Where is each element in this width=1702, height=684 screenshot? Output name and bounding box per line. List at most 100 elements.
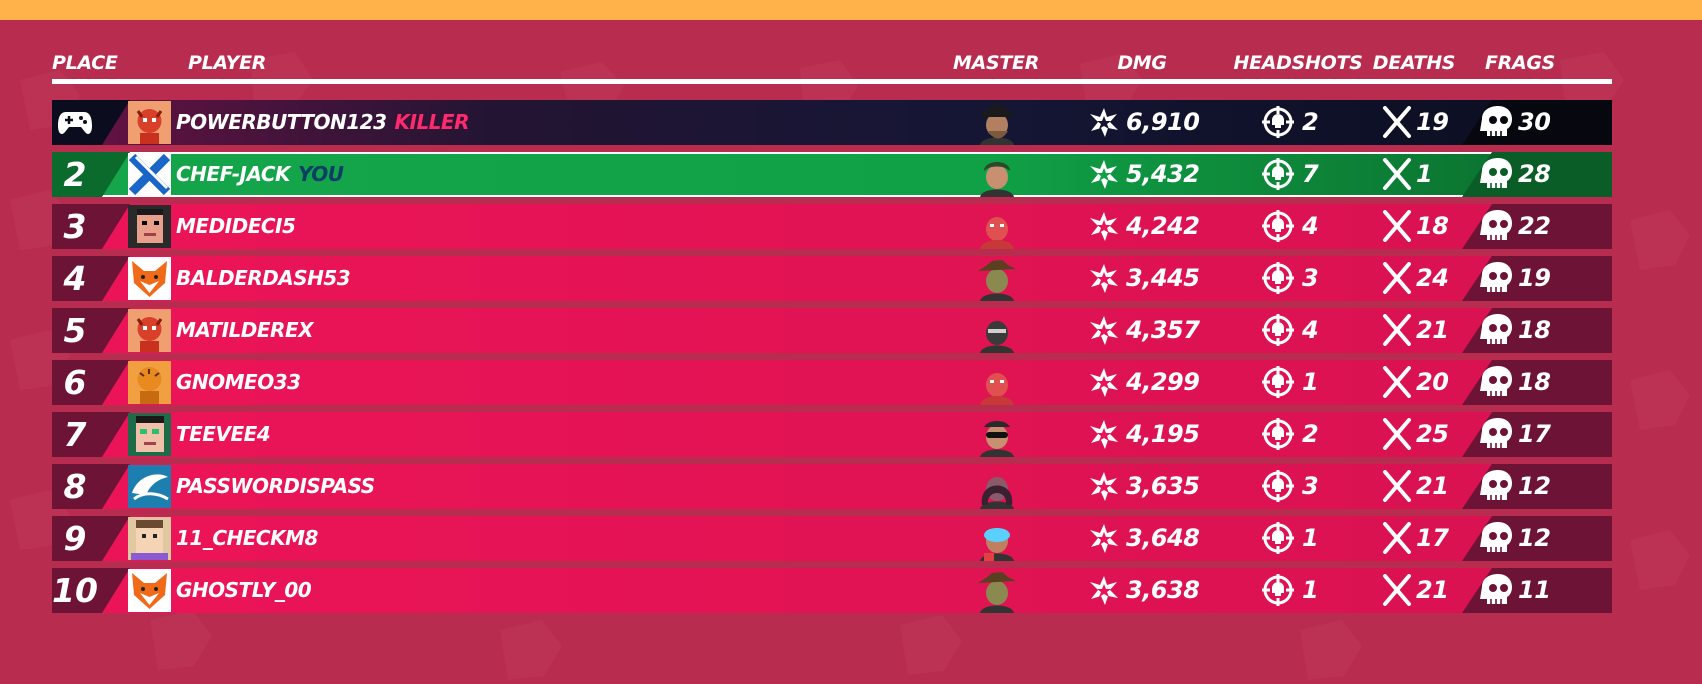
- player-name-cell[interactable]: MATILDEREX: [176, 308, 314, 353]
- scoreboard-row-7[interactable]: 7 TEEVEE4 4,195 2 25: [52, 412, 1612, 457]
- damage-burst-icon: [1090, 524, 1118, 553]
- player-name[interactable]: GNOMEO33: [176, 370, 301, 394]
- header-player[interactable]: PLAYER: [188, 52, 267, 74]
- scoreboard-row-9[interactable]: 9 11_CHECKM8 3,648 1 17: [52, 516, 1612, 561]
- blue-x-avatar[interactable]: [128, 153, 171, 196]
- pixel-face-avatar[interactable]: [128, 205, 171, 248]
- headshots-value: 7: [1302, 160, 1319, 188]
- place-number: 6: [63, 363, 87, 402]
- scoreboard-row-6[interactable]: 6 GNOMEO33 4,299 1 20: [52, 360, 1612, 405]
- headshot-target-icon: [1262, 366, 1294, 398]
- place-number: 10: [52, 571, 98, 610]
- player-name-cell[interactable]: TEEVEE4: [176, 412, 271, 457]
- dmg-stat: 4,242: [1088, 204, 1208, 249]
- player-name-cell[interactable]: GHOSTLY_00: [176, 568, 312, 613]
- header-deaths[interactable]: DEATHS: [1372, 52, 1456, 74]
- headshots-value: 1: [1302, 576, 1319, 604]
- goggles-master[interactable]: [974, 517, 1020, 561]
- frags-value: 11: [1518, 576, 1551, 604]
- header-frags[interactable]: FRAGS: [1484, 52, 1556, 74]
- tiger-avatar[interactable]: [128, 361, 171, 404]
- headshots-value: 1: [1302, 368, 1319, 396]
- place-cell: 7: [52, 412, 130, 457]
- place-cell: 4: [52, 256, 130, 301]
- place-number: 9: [63, 519, 87, 558]
- fox-avatar[interactable]: [128, 569, 171, 612]
- player-name-cell[interactable]: 11_CHECKM8: [176, 516, 318, 561]
- place-number: 2: [63, 155, 87, 194]
- player-name[interactable]: BALDERDASH53: [176, 266, 351, 290]
- damage-burst-icon: [1090, 576, 1118, 605]
- player-name[interactable]: 11_CHECKM8: [176, 526, 318, 550]
- dmg-stat: 3,635: [1088, 464, 1208, 509]
- scoreboard-row-1[interactable]: POWERBUTTON123 KILLER 6,910 2 19: [52, 100, 1612, 145]
- player-name-cell[interactable]: GNOMEO33: [176, 360, 301, 405]
- player-name[interactable]: CHEF-JACK: [176, 162, 291, 186]
- frags-value: 18: [1518, 316, 1551, 344]
- ninja-master[interactable]: [974, 309, 1020, 353]
- damage-burst-icon: [1090, 264, 1118, 293]
- deaths-x-icon: [1383, 522, 1411, 554]
- place-number: 8: [63, 467, 87, 506]
- dmg-value: 4,357: [1126, 316, 1200, 344]
- pirate-master[interactable]: [974, 101, 1020, 145]
- deaths-x-icon: [1383, 574, 1411, 606]
- brute-master[interactable]: [974, 361, 1020, 405]
- deaths-stat: 17: [1382, 516, 1462, 561]
- red-devil-avatar[interactable]: [128, 309, 171, 352]
- player-name-cell[interactable]: BALDERDASH53: [176, 256, 351, 301]
- shark-avatar[interactable]: [128, 465, 171, 508]
- headshots-value: 4: [1302, 212, 1319, 240]
- scoreboard-row-5[interactable]: 5 MATILDEREX 4,357 4 21: [52, 308, 1612, 353]
- header-place[interactable]: PLACE: [52, 52, 118, 74]
- rogue-master[interactable]: [974, 153, 1020, 197]
- player-name[interactable]: GHOSTLY_00: [176, 578, 312, 602]
- player-name-cell[interactable]: CHEF-JACK YOU: [176, 152, 344, 197]
- header-master[interactable]: MASTER: [952, 52, 1040, 74]
- fox-avatar[interactable]: [128, 257, 171, 300]
- place-cell: 3: [52, 204, 130, 249]
- red-devil-avatar[interactable]: [128, 101, 171, 144]
- deaths-value: 18: [1416, 212, 1449, 240]
- scoreboard-row-4[interactable]: 4 BALDERDASH53 3,445 3 24: [52, 256, 1612, 301]
- player-name[interactable]: MEDIDECI5: [176, 214, 296, 238]
- dmg-stat: 3,445: [1088, 256, 1208, 301]
- dmg-value: 3,445: [1126, 264, 1200, 292]
- deaths-stat: 1: [1382, 152, 1462, 197]
- player-name-cell[interactable]: PASSWORDISPASS: [176, 464, 375, 509]
- brute-master[interactable]: [974, 205, 1020, 249]
- player-name[interactable]: POWERBUTTON123: [176, 110, 387, 134]
- hood-master[interactable]: [974, 465, 1020, 509]
- frags-value: 30: [1518, 108, 1551, 136]
- player-name[interactable]: TEEVEE4: [176, 422, 271, 446]
- scoreboard-row-3[interactable]: 3 MEDIDECI5 4,242 4 18: [52, 204, 1612, 249]
- header-headshots[interactable]: HEADSHOTS: [1233, 52, 1363, 74]
- cowboy-master[interactable]: [974, 257, 1020, 301]
- header-dmg[interactable]: DMG: [1117, 52, 1167, 74]
- deaths-value: 25: [1416, 420, 1449, 448]
- dmg-stat: 3,638: [1088, 568, 1208, 613]
- player-name[interactable]: PASSWORDISPASS: [176, 474, 375, 498]
- shades-master[interactable]: [974, 413, 1020, 457]
- damage-burst-icon: [1090, 316, 1118, 345]
- green-face-avatar[interactable]: [128, 413, 171, 456]
- player-name-cell[interactable]: MEDIDECI5: [176, 204, 296, 249]
- scoreboard-row-8[interactable]: 8 PASSWORDISPASS 3,635 3: [52, 464, 1612, 509]
- deaths-x-icon: [1383, 158, 1411, 190]
- frags-stat: 11: [1478, 568, 1598, 613]
- headshot-target-icon: [1262, 106, 1294, 138]
- dmg-value: 3,638: [1126, 576, 1200, 604]
- pixel-guy-avatar[interactable]: [128, 517, 171, 560]
- player-name[interactable]: MATILDEREX: [176, 318, 314, 342]
- skull-icon: [1480, 106, 1512, 136]
- player-name-cell[interactable]: POWERBUTTON123 KILLER: [176, 100, 469, 145]
- cowboy-master[interactable]: [974, 569, 1020, 613]
- scoreboard-row-2[interactable]: 2 CHEF-JACK YOU 5,432 7 1: [52, 152, 1612, 197]
- frags-value: 22: [1518, 212, 1551, 240]
- headshot-target-icon: [1262, 522, 1294, 554]
- place-cell: 2: [52, 152, 130, 197]
- header-divider: [52, 79, 1612, 84]
- headshots-value: 3: [1302, 264, 1319, 292]
- scoreboard-row-10[interactable]: 10 GHOSTLY_00 3,638 1 21: [52, 568, 1612, 613]
- headshots-stat: 2: [1262, 412, 1342, 457]
